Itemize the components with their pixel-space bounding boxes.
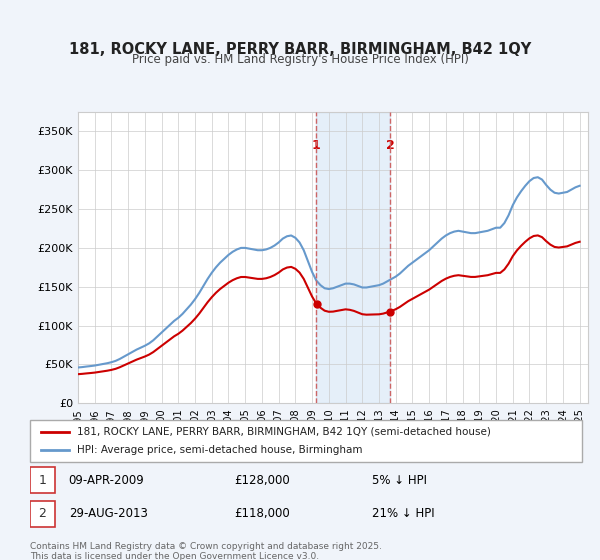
Text: 181, ROCKY LANE, PERRY BARR, BIRMINGHAM, B42 1QY (semi-detached house): 181, ROCKY LANE, PERRY BARR, BIRMINGHAM,… bbox=[77, 427, 491, 437]
Text: 29-AUG-2013: 29-AUG-2013 bbox=[68, 507, 148, 520]
Text: 09-APR-2009: 09-APR-2009 bbox=[68, 474, 145, 487]
Text: 5% ↓ HPI: 5% ↓ HPI bbox=[372, 474, 427, 487]
FancyBboxPatch shape bbox=[30, 420, 582, 462]
FancyBboxPatch shape bbox=[30, 501, 55, 526]
Text: 1: 1 bbox=[38, 474, 46, 487]
Text: Contains HM Land Registry data © Crown copyright and database right 2025.
This d: Contains HM Land Registry data © Crown c… bbox=[30, 542, 382, 560]
Text: HPI: Average price, semi-detached house, Birmingham: HPI: Average price, semi-detached house,… bbox=[77, 445, 362, 455]
Bar bbox=[316, 112, 390, 403]
Text: Price paid vs. HM Land Registry's House Price Index (HPI): Price paid vs. HM Land Registry's House … bbox=[131, 53, 469, 66]
Text: 2: 2 bbox=[38, 507, 46, 520]
Text: 1: 1 bbox=[312, 139, 320, 152]
Text: £128,000: £128,000 bbox=[234, 474, 290, 487]
Text: 181, ROCKY LANE, PERRY BARR, BIRMINGHAM, B42 1QY: 181, ROCKY LANE, PERRY BARR, BIRMINGHAM,… bbox=[69, 42, 531, 57]
FancyBboxPatch shape bbox=[30, 468, 55, 493]
Text: 21% ↓ HPI: 21% ↓ HPI bbox=[372, 507, 435, 520]
Text: 2: 2 bbox=[386, 139, 394, 152]
Text: £118,000: £118,000 bbox=[234, 507, 290, 520]
